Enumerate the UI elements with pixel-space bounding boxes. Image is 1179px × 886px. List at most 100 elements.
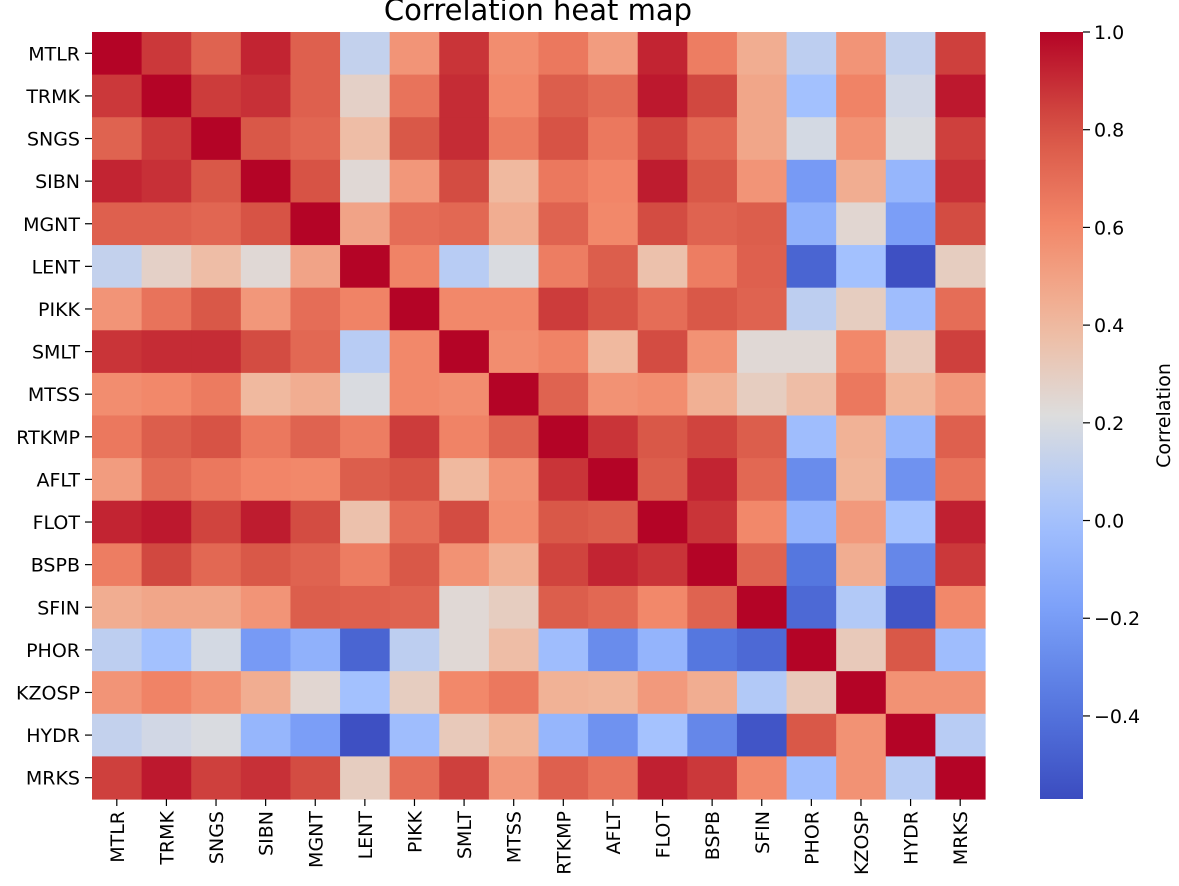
heatmap-cell	[340, 32, 391, 76]
heatmap-cell	[736, 671, 788, 715]
x-tick-label: LENT	[355, 811, 377, 860]
heatmap-cell	[935, 202, 986, 246]
heatmap-cell	[240, 671, 292, 715]
heatmap-cell	[637, 32, 688, 76]
heatmap-cell	[340, 713, 391, 757]
heatmap-cell	[836, 628, 887, 672]
heatmap-cell	[488, 372, 540, 417]
heatmap-cell	[687, 117, 738, 161]
heatmap-cell	[290, 74, 341, 118]
heatmap-cell	[290, 117, 341, 161]
heatmap-cell	[389, 372, 440, 417]
heatmap-cell	[439, 671, 490, 715]
heatmap-cell	[588, 372, 639, 417]
heatmap-cell	[836, 159, 887, 204]
heatmap-cell	[736, 32, 788, 76]
heatmap-cell	[92, 74, 143, 118]
x-tick-label: FLOT	[653, 811, 675, 859]
heatmap-cell	[488, 500, 540, 544]
heatmap-cell	[637, 372, 688, 417]
heatmap-cell	[240, 713, 292, 757]
heatmap-cell	[736, 756, 788, 800]
heatmap-cell	[885, 500, 936, 544]
heatmap-cell	[786, 372, 837, 417]
heatmap-cell	[935, 713, 986, 757]
heatmap-cell	[340, 585, 391, 630]
heatmap-cell	[588, 543, 639, 587]
heatmap-cell	[92, 458, 143, 502]
heatmap-cells	[92, 32, 986, 800]
colorbar-tick-label: 0.2	[1094, 413, 1124, 435]
heatmap-cell	[935, 500, 986, 544]
heatmap-cell	[340, 245, 391, 289]
heatmap-cell	[885, 543, 936, 587]
heatmap-cell	[885, 245, 936, 289]
heatmap-cell	[141, 500, 192, 544]
heatmap-cell	[488, 32, 540, 76]
y-tick-label: RTKMP	[16, 427, 80, 449]
x-tick-label: SNGS	[206, 811, 228, 864]
heatmap-cell	[240, 372, 292, 417]
heatmap-cell	[836, 32, 887, 76]
heatmap-cell	[240, 159, 292, 204]
heatmap-cell	[885, 159, 936, 204]
heatmap-cell	[885, 117, 936, 161]
heatmap-cell	[141, 756, 192, 800]
heatmap-cell	[488, 330, 540, 374]
heatmap-cell	[290, 585, 341, 630]
y-tick-label: SMLT	[32, 342, 80, 364]
heatmap-cell	[240, 287, 292, 331]
heatmap-cell	[290, 202, 341, 246]
heatmap-cell	[240, 202, 292, 246]
heatmap-cell	[736, 74, 788, 118]
heatmap-cell	[786, 756, 837, 800]
heatmap-cell	[885, 287, 936, 331]
heatmap-cell	[191, 458, 242, 502]
heatmap-cell	[92, 415, 143, 459]
x-tick-label: SMLT	[454, 811, 476, 859]
heatmap-cell	[290, 32, 341, 76]
heatmap-cell	[836, 372, 887, 417]
heatmap-cell	[935, 671, 986, 715]
heatmap-cell	[836, 585, 887, 630]
heatmap-cell	[240, 245, 292, 289]
heatmap-cell	[389, 543, 440, 587]
heatmap-cell	[439, 458, 490, 502]
heatmap-cell	[538, 500, 589, 544]
heatmap-cell	[488, 159, 540, 204]
x-tick-label: SIBN	[256, 811, 278, 856]
heatmap-cell	[935, 287, 986, 331]
heatmap-cell	[736, 415, 788, 459]
heatmap-cell	[141, 74, 192, 118]
x-tick-label: HYDR	[901, 811, 923, 865]
heatmap-cell	[439, 117, 490, 161]
heatmap-cell	[687, 372, 738, 417]
heatmap-cell	[885, 202, 936, 246]
heatmap-cell	[290, 756, 341, 800]
heatmap-cell	[935, 74, 986, 118]
heatmap-cell	[588, 117, 639, 161]
heatmap-cell	[240, 756, 292, 800]
heatmap-cell	[687, 756, 738, 800]
heatmap-cell	[588, 32, 639, 76]
heatmap-cell	[786, 32, 837, 76]
heatmap-cell	[340, 458, 391, 502]
heatmap-cell	[588, 500, 639, 544]
heatmap-cell	[687, 628, 738, 672]
heatmap-cell	[290, 415, 341, 459]
heatmap-cell	[588, 202, 639, 246]
heatmap-cell	[290, 543, 341, 587]
heatmap-cell	[538, 32, 589, 76]
heatmap-cell	[439, 330, 490, 374]
heatmap-cell	[290, 159, 341, 204]
y-tick-label: FLOT	[33, 512, 81, 534]
heatmap-cell	[92, 713, 143, 757]
heatmap-cell	[687, 245, 738, 289]
heatmap-cell	[736, 245, 788, 289]
heatmap-cell	[439, 415, 490, 459]
heatmap-cell	[538, 756, 589, 800]
heatmap-cell	[637, 756, 688, 800]
y-tick-label: KZOSP	[16, 682, 80, 704]
heatmap-cell	[141, 628, 192, 672]
heatmap-cell	[340, 543, 391, 587]
